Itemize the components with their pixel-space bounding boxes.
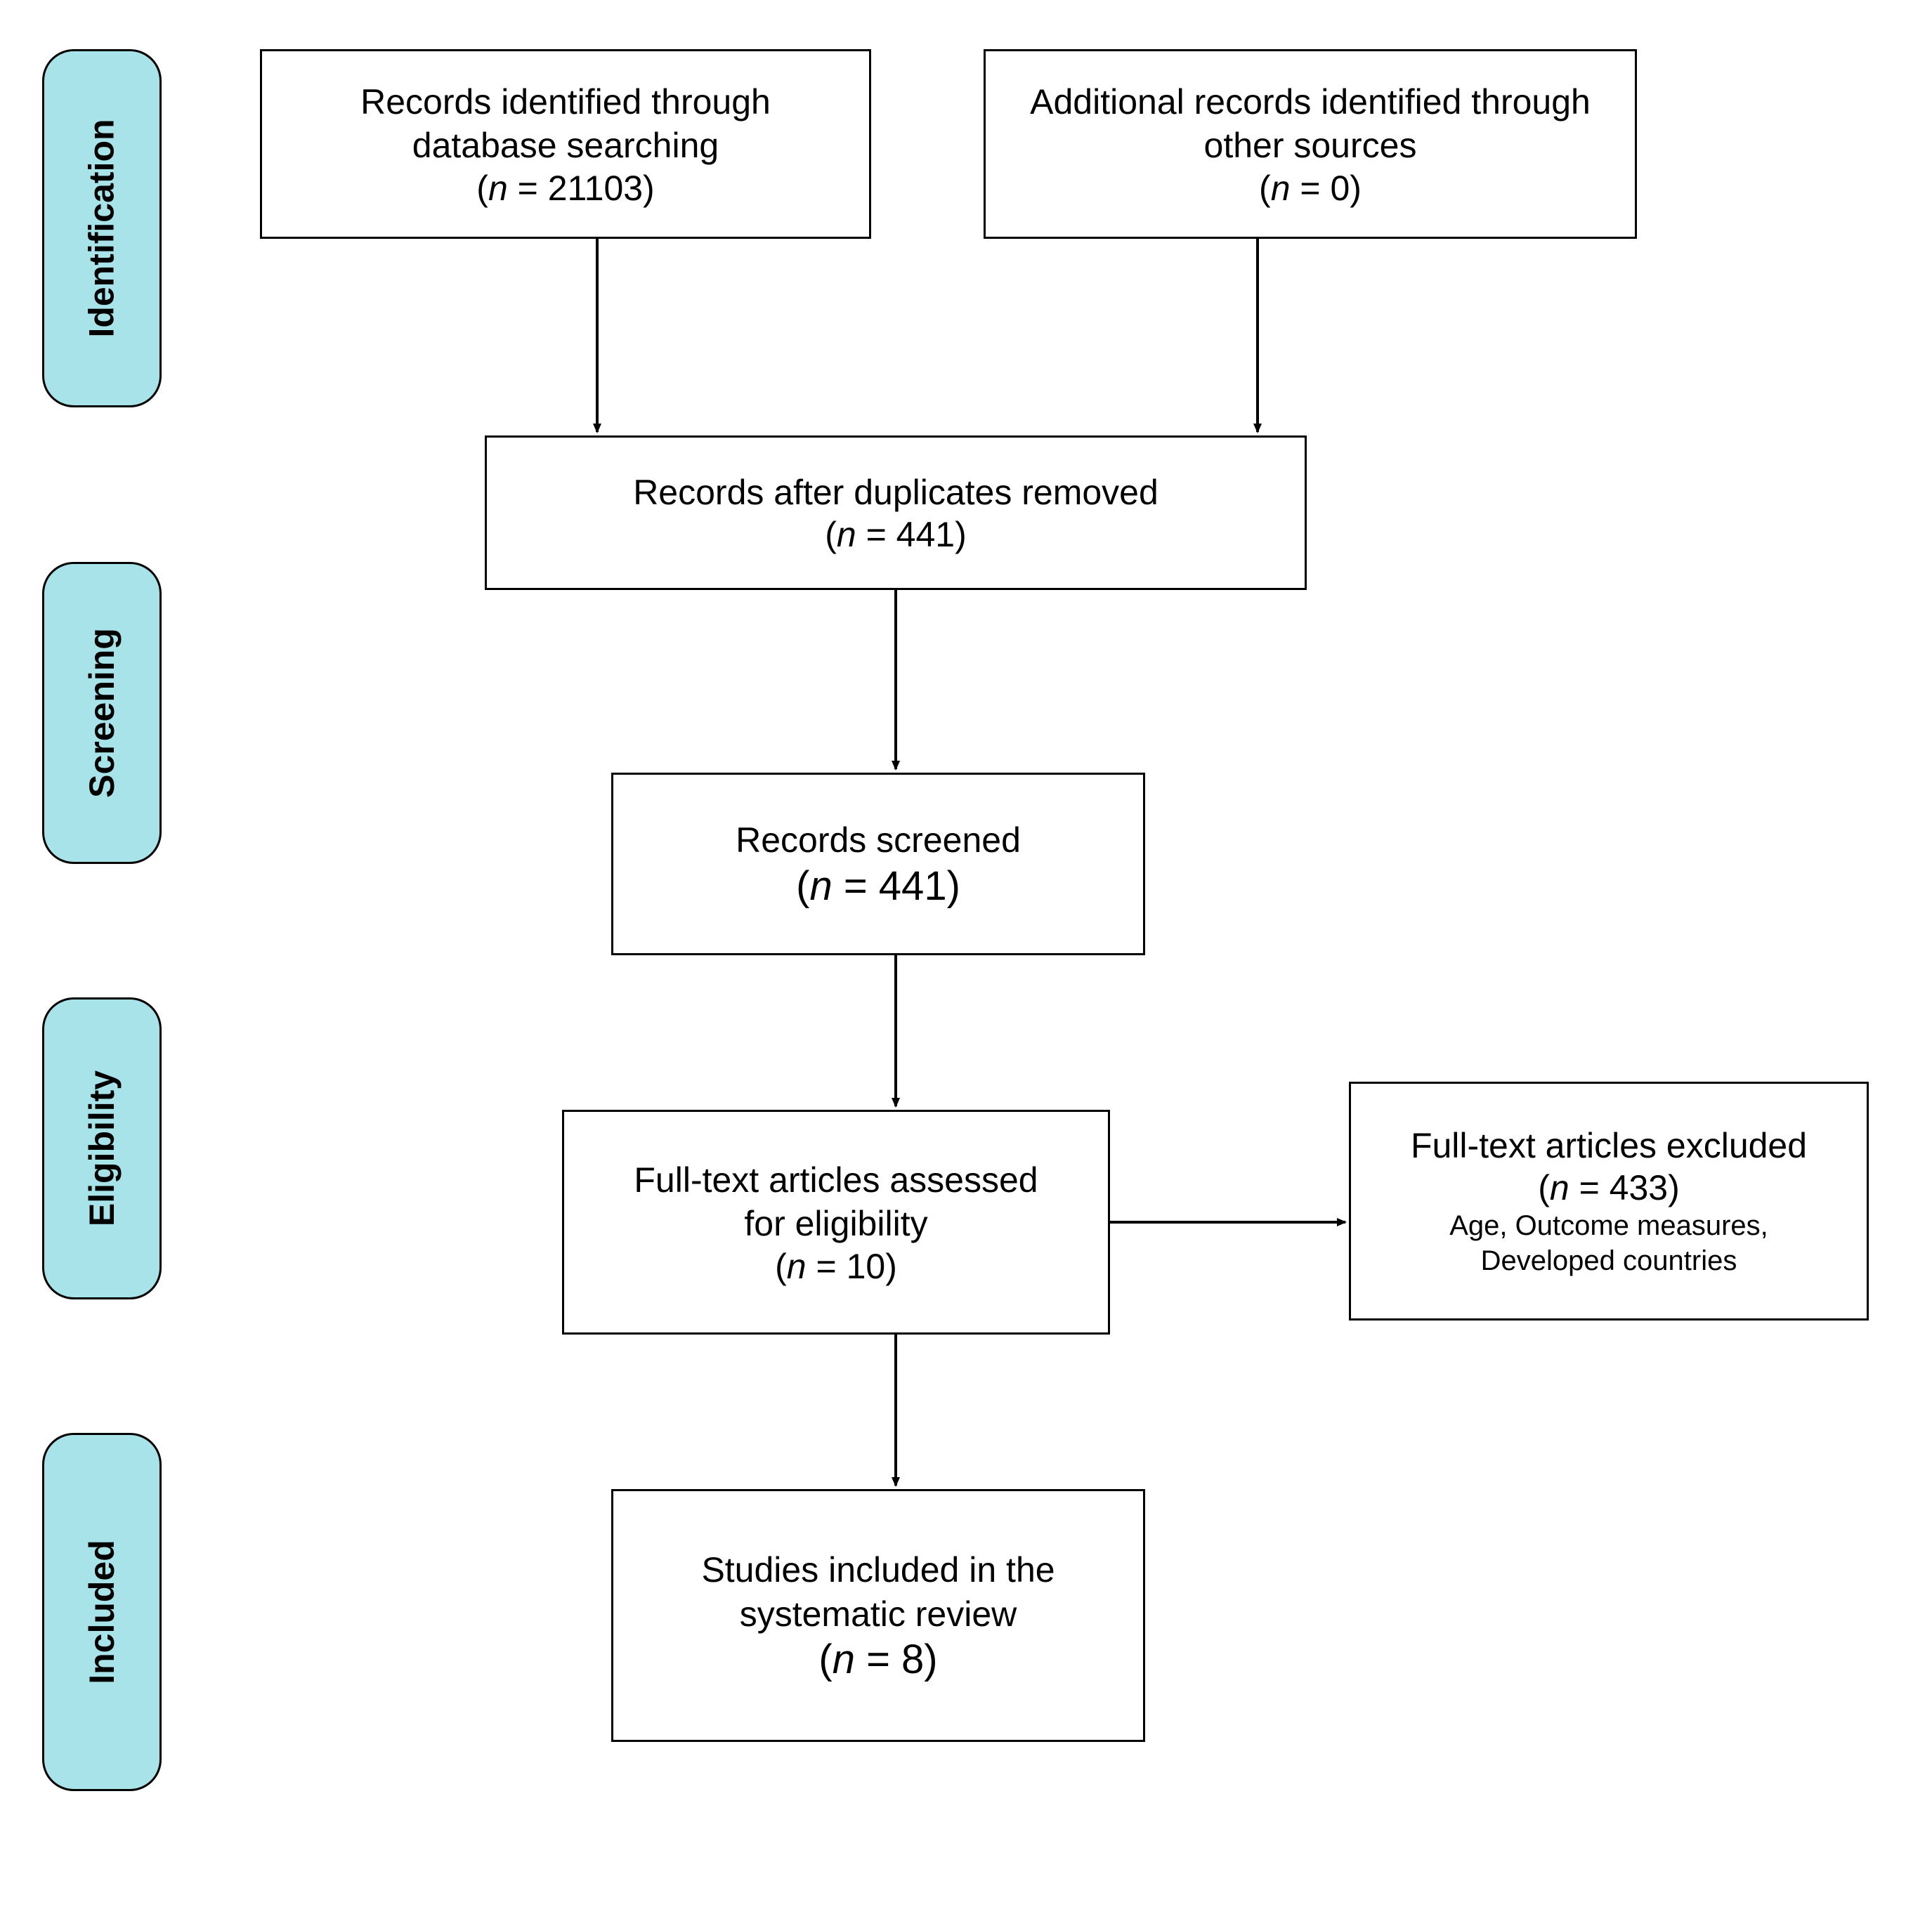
box-line: Records after duplicates removed bbox=[633, 473, 1158, 512]
stage-label-identification: Identification bbox=[42, 49, 162, 407]
box-count: (n = 433) bbox=[1538, 1167, 1680, 1208]
stage-label-eligibility: Eligibility bbox=[42, 997, 162, 1299]
box-line: database searching bbox=[412, 126, 719, 165]
box-text: Records after duplicates removed bbox=[633, 471, 1158, 515]
stage-label-text: Screening bbox=[81, 628, 122, 798]
box-line: Developed countries bbox=[1481, 1245, 1737, 1276]
box-text: Additional records identified through ot… bbox=[1030, 80, 1591, 168]
prisma-flowchart: Identification Screening Eligibility Inc… bbox=[0, 0, 1932, 1907]
box-count: (n = 10) bbox=[775, 1246, 897, 1287]
box-records-database: Records identified through database sear… bbox=[260, 49, 871, 239]
box-line: systematic review bbox=[740, 1594, 1017, 1634]
stage-label-text: Eligibility bbox=[81, 1070, 122, 1226]
box-records-screened: Records screened (n = 441) bbox=[611, 773, 1145, 955]
box-line: for eligibility bbox=[744, 1204, 927, 1243]
box-count: (n = 8) bbox=[818, 1636, 937, 1683]
stage-label-text: Identification bbox=[81, 119, 122, 337]
box-text: Full-text articles assessed for eligibil… bbox=[634, 1158, 1038, 1246]
box-count: (n = 441) bbox=[796, 863, 960, 910]
box-line: Records screened bbox=[736, 820, 1021, 860]
box-text: Records identified through database sear… bbox=[360, 80, 771, 168]
box-text: Studies included in the systematic revie… bbox=[701, 1548, 1055, 1636]
box-line: Additional records identified through bbox=[1030, 82, 1591, 122]
box-line: Records identified through bbox=[360, 82, 771, 122]
box-line: Studies included in the bbox=[701, 1550, 1055, 1590]
box-records-other-sources: Additional records identified through ot… bbox=[984, 49, 1637, 239]
box-records-after-duplicates: Records after duplicates removed (n = 44… bbox=[485, 435, 1307, 590]
box-studies-included: Studies included in the systematic revie… bbox=[611, 1489, 1145, 1742]
box-fulltext-excluded: Full-text articles excluded (n = 433) Ag… bbox=[1349, 1082, 1869, 1321]
box-fulltext-assessed: Full-text articles assessed for eligibil… bbox=[562, 1110, 1110, 1335]
stage-label-screening: Screening bbox=[42, 562, 162, 864]
box-text: Records screened bbox=[736, 818, 1021, 863]
box-count: (n = 0) bbox=[1259, 168, 1362, 209]
box-line: other sources bbox=[1204, 126, 1417, 165]
box-text: Full-text articles excluded bbox=[1411, 1124, 1807, 1168]
box-count: (n = 441) bbox=[825, 514, 967, 555]
box-count: (n = 21103) bbox=[476, 168, 654, 209]
box-subtext: Age, Outcome measures, Developed countri… bbox=[1449, 1208, 1768, 1278]
box-line: Full-text articles assessed bbox=[634, 1160, 1038, 1200]
box-line: Full-text articles excluded bbox=[1411, 1126, 1807, 1165]
stage-label-text: Included bbox=[81, 1540, 122, 1684]
box-line: Age, Outcome measures, bbox=[1449, 1210, 1768, 1241]
stage-label-included: Included bbox=[42, 1433, 162, 1791]
